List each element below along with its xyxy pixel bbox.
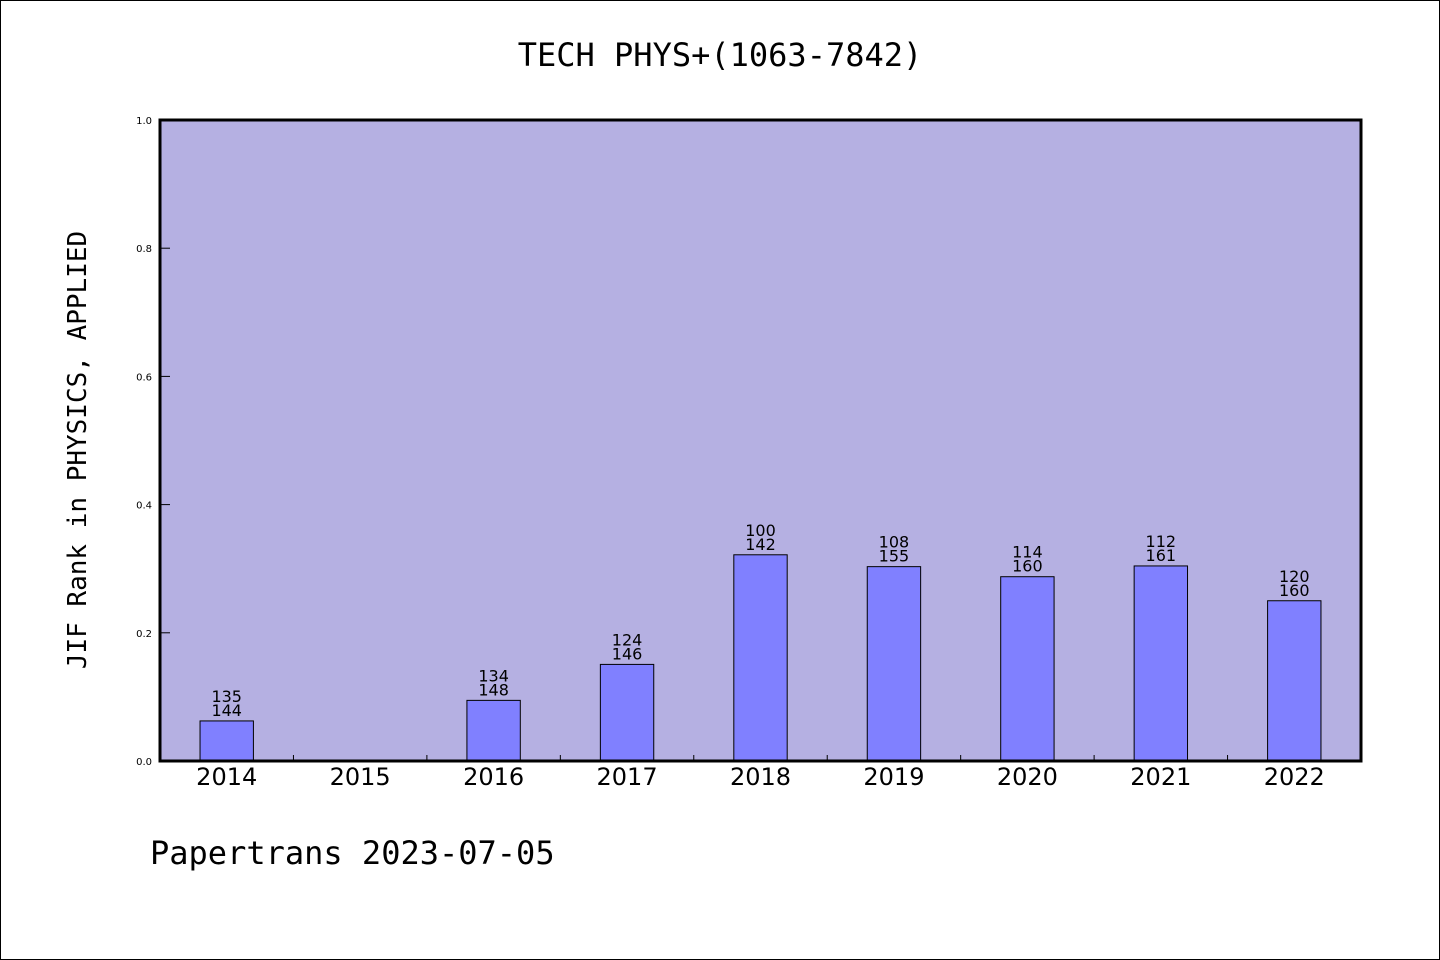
y-tick-label: 0.2 <box>136 629 152 640</box>
bar-total-label: 144 <box>211 701 242 720</box>
y-tick-label: 0.4 <box>136 501 152 512</box>
x-tick-label: 2018 <box>730 763 791 791</box>
x-axis-ticks: 2014 2015 2016 2017 2018 2019 2020 2021 2022 <box>196 755 1325 791</box>
bar-total-label: 142 <box>745 535 776 554</box>
y-tick-label: 1.0 <box>136 116 152 127</box>
x-tick-label: 2022 <box>1264 763 1325 791</box>
bar-rank-label: 124 <box>612 630 643 649</box>
bar-rank-label: 120 <box>1279 567 1310 586</box>
x-tick-label: 2015 <box>330 763 391 791</box>
bar-total-label: 160 <box>1012 557 1043 576</box>
x-tick-label: 2020 <box>997 763 1058 791</box>
y-axis-ticks: 0.0 0.2 0.4 0.6 0.8 1.0 <box>136 116 170 768</box>
bar-2019 <box>866 566 922 762</box>
bar-rank-label: 135 <box>211 687 242 706</box>
y-tick-label: 0.0 <box>136 757 152 768</box>
x-tick-label: 2017 <box>597 763 658 791</box>
y-axis-label: JIF Rank in PHYSICS, APPLIED <box>63 231 93 669</box>
bar-rank-label: 114 <box>1012 543 1043 562</box>
bar-total-label: 146 <box>612 644 643 663</box>
chart-title: TECH PHYS+(1063-7842) <box>518 36 923 74</box>
bar-2018 <box>733 554 788 762</box>
bar-total-label: 148 <box>478 680 509 699</box>
y-tick-label: 0.6 <box>136 372 152 383</box>
x-tick-label: 2019 <box>863 763 924 791</box>
y-tick-label: 0.8 <box>136 244 152 255</box>
bar-2017 <box>599 663 655 762</box>
x-tick-label: 2016 <box>463 763 524 791</box>
bar-rank-label: 112 <box>1146 532 1177 551</box>
bar-2016 <box>466 699 521 762</box>
bar-rank-label: 100 <box>745 521 776 540</box>
bar-total-label: 155 <box>879 547 910 566</box>
bar-total-label: 160 <box>1279 581 1310 600</box>
x-tick-label: 2014 <box>196 763 257 791</box>
bars-group <box>199 554 1322 762</box>
bar-rank-label: 134 <box>478 666 509 685</box>
x-tick-label: 2021 <box>1130 763 1191 791</box>
bar-2022 <box>1267 600 1322 762</box>
bar-2021 <box>1133 565 1189 762</box>
bar-2014 <box>199 720 254 762</box>
bar-total-label: 161 <box>1146 546 1177 565</box>
plot-border <box>158 118 1363 763</box>
bar-rank-label: 108 <box>879 533 910 552</box>
bar-2020 <box>1000 576 1055 762</box>
footer-credit: Papertrans 2023-07-05 <box>150 834 555 872</box>
